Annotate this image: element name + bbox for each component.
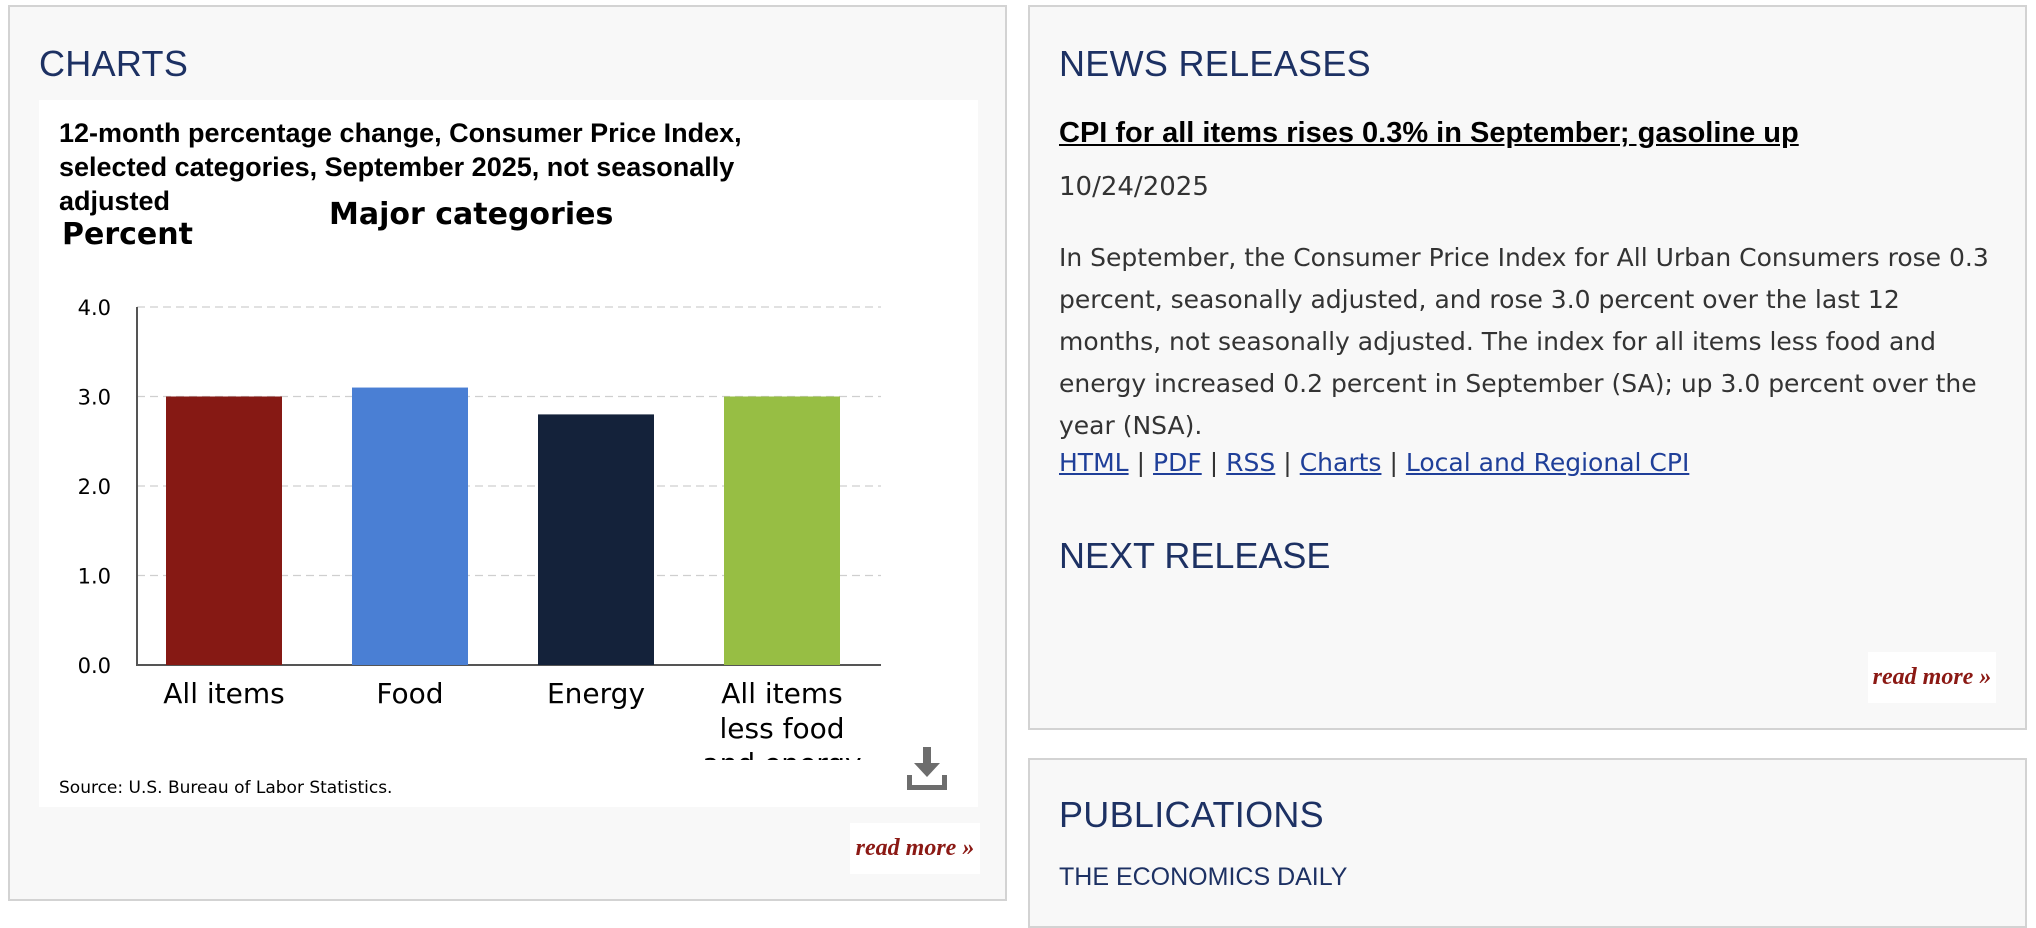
rss-link[interactable]: RSS (1226, 448, 1276, 477)
y-tick-label: 4.0 (78, 296, 111, 320)
x-tick-label: Energy (547, 677, 645, 710)
chart-title: 12-month percentage change, Consumer Pri… (59, 118, 742, 216)
release-date: 10/24/2025 (1059, 172, 1209, 202)
charts-heading: CHARTS (39, 43, 189, 84)
pdf-link[interactable]: PDF (1153, 448, 1202, 477)
chart-subtitle: Major categories (329, 197, 613, 232)
release-format-links: HTML | PDF | RSS | Charts | Local and Regional C… (1059, 448, 1689, 477)
y-tick-label: 0.0 (78, 654, 111, 678)
bar-0 (166, 396, 282, 665)
publications-panel: PUBLICATIONS THE ECONOMICS DAILY (1028, 758, 2027, 928)
y-tick-label: 1.0 (78, 565, 111, 589)
x-tick-label: less food (720, 712, 845, 745)
y-axis-label: Percent (62, 217, 193, 252)
link-separator: | (1209, 448, 1219, 477)
local-regional-cpi-link[interactable]: Local and Regional CPI (1405, 448, 1690, 477)
x-tick-label: Food (376, 677, 443, 710)
news-releases-heading: NEWS RELEASES (1059, 43, 1371, 84)
charts-read-more-link[interactable]: read more » (850, 823, 980, 874)
release-headline-link[interactable]: CPI for all items rises 0.3% in Septembe… (1059, 117, 1799, 149)
charts-panel: CHARTS 12-month percentage change, Consu… (8, 5, 1007, 901)
release-summary: In September, the Consumer Price Index f… (1059, 243, 1989, 440)
link-separator: | (1389, 448, 1398, 477)
link-separator: | (1283, 448, 1292, 477)
x-tick-label: All items (721, 677, 842, 710)
news-releases-panel: NEWS RELEASES CPI for all items rises 0.… (1028, 5, 2027, 730)
download-icon[interactable] (905, 745, 949, 793)
y-tick-label: 3.0 (78, 386, 111, 410)
publications-heading: PUBLICATIONS (1059, 794, 1324, 835)
html-link[interactable]: HTML (1059, 448, 1129, 477)
y-tick-label: 2.0 (78, 475, 111, 499)
chart-card: 12-month percentage change, Consumer Pri… (39, 100, 978, 807)
bar-3 (724, 396, 840, 665)
economics-daily-link[interactable]: THE ECONOMICS DAILY (1059, 863, 1348, 891)
link-separator: | (1136, 448, 1146, 477)
charts-link[interactable]: Charts (1299, 448, 1382, 477)
bar-1 (352, 387, 468, 665)
x-tick-label: All items (163, 677, 284, 710)
x-tick-label: and energy (702, 747, 861, 760)
chart-source: Source: U.S. Bureau of Labor Statistics. (59, 778, 393, 798)
bar-2 (538, 414, 654, 665)
news-read-more-link[interactable]: read more » (1868, 652, 1996, 703)
next-release-heading: NEXT RELEASE (1059, 535, 1331, 576)
cpi-bar-chart: Percent Major categories 0.0 1.0 2.0 3.0 4.0 Al… (62, 197, 881, 760)
